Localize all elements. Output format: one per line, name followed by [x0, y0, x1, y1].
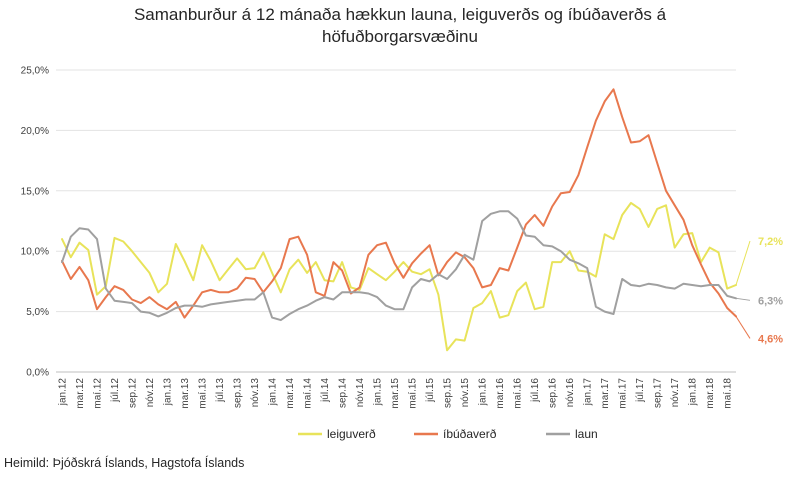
x-tick-label: nóv.13	[250, 378, 261, 408]
x-tick-label: jan.12	[58, 378, 69, 407]
chart-title: Samanburður á 12 mánaða hækkun launa, le…	[0, 4, 800, 48]
x-tick-label: júl.13	[215, 378, 226, 403]
x-tick-label: jan.14	[268, 378, 279, 407]
x-tick-label: nóv.14	[355, 378, 366, 408]
x-tick-label: maí.16	[513, 378, 524, 409]
end-label: 4,6%	[758, 333, 783, 345]
y-tick-label: 20,0%	[21, 126, 49, 137]
x-tick-label: sep.13	[233, 378, 244, 408]
x-tick-label: nóv.16	[565, 378, 576, 408]
y-tick-label: 10,0%	[21, 247, 49, 258]
x-tick-label: maí.12	[93, 378, 104, 409]
end-label-leader	[735, 297, 751, 301]
x-tick-label: júl.17	[635, 378, 646, 403]
x-tick-label: mar.12	[75, 378, 86, 409]
x-tick-label: mar.14	[285, 378, 296, 409]
y-tick-label: 15,0%	[21, 186, 49, 197]
end-label-leader	[735, 240, 751, 286]
series-line-3	[61, 210, 737, 322]
x-tick-label: mar.13	[180, 378, 191, 409]
x-tick-label: mar.16	[495, 378, 506, 409]
x-tick-label: jan.17	[583, 378, 594, 407]
x-tick-label: jan.15	[373, 378, 384, 407]
source-note: Heimild: Þjóðskrá Íslands, Hagstofa Ísla…	[4, 456, 245, 470]
x-tick-label: sep.12	[128, 378, 139, 408]
series-line-1	[61, 201, 737, 352]
x-tick-label: nóv.17	[670, 378, 681, 408]
end-label: 7,2%	[758, 236, 783, 248]
x-tick-label: maí.14	[303, 378, 314, 409]
y-tick-label: 0,0%	[26, 368, 49, 379]
x-tick-label: sep.14	[338, 378, 349, 408]
x-tick-label: jan.13	[163, 378, 174, 407]
end-label-leader	[735, 316, 751, 339]
x-tick-label: maí.13	[198, 378, 209, 409]
chart-title-line-1: Samanburður á 12 mánaða hækkun launa, le…	[133, 5, 667, 24]
x-tick-label: sep.17	[653, 378, 664, 408]
x-tick-label: mar.15	[390, 378, 401, 409]
series-line-2	[61, 88, 737, 319]
x-tick-label: mar.18	[705, 378, 716, 409]
x-tick-label: jan.18	[688, 378, 699, 407]
legend-label: íbúðaverð	[443, 427, 497, 441]
x-tick-label: mar.17	[600, 378, 611, 409]
gridlines	[56, 69, 736, 373]
x-tick-label: júl.14	[320, 378, 331, 403]
series-lines	[61, 88, 737, 352]
y-tick-label: 25,0%	[21, 66, 49, 77]
x-tick-label: júl.16	[530, 378, 541, 403]
x-tick-label: nóv.15	[460, 378, 471, 408]
x-tick-label: maí.17	[618, 378, 629, 409]
x-tick-label: júl.15	[425, 378, 436, 403]
end-labels: 7,2% 4,6% 6,3%	[735, 236, 783, 345]
end-label: 6,3%	[758, 295, 783, 307]
x-tick-label: sep.15	[443, 378, 454, 408]
axes: 0,0% 5,0% 10,0% 15,0% 20,0% 25,0% jan.12 mar.12…	[21, 66, 734, 409]
x-tick-label: sep.16	[548, 378, 559, 408]
y-tick-label: 5,0%	[26, 307, 49, 318]
x-tick-label: maí.18	[723, 378, 734, 409]
legend-label: leiguverð	[327, 427, 376, 441]
x-tick-label: jan.16	[478, 378, 489, 407]
x-tick-label: júl.12	[110, 378, 121, 403]
legend-label: laun	[575, 427, 598, 441]
x-tick-label: nóv.12	[145, 378, 156, 408]
legend: leiguverð íbúðaverð laun	[298, 427, 598, 441]
x-tick-label: maí.15	[408, 378, 419, 409]
chart-title-line-2: höfuðborgarsvæðinu	[322, 27, 478, 46]
